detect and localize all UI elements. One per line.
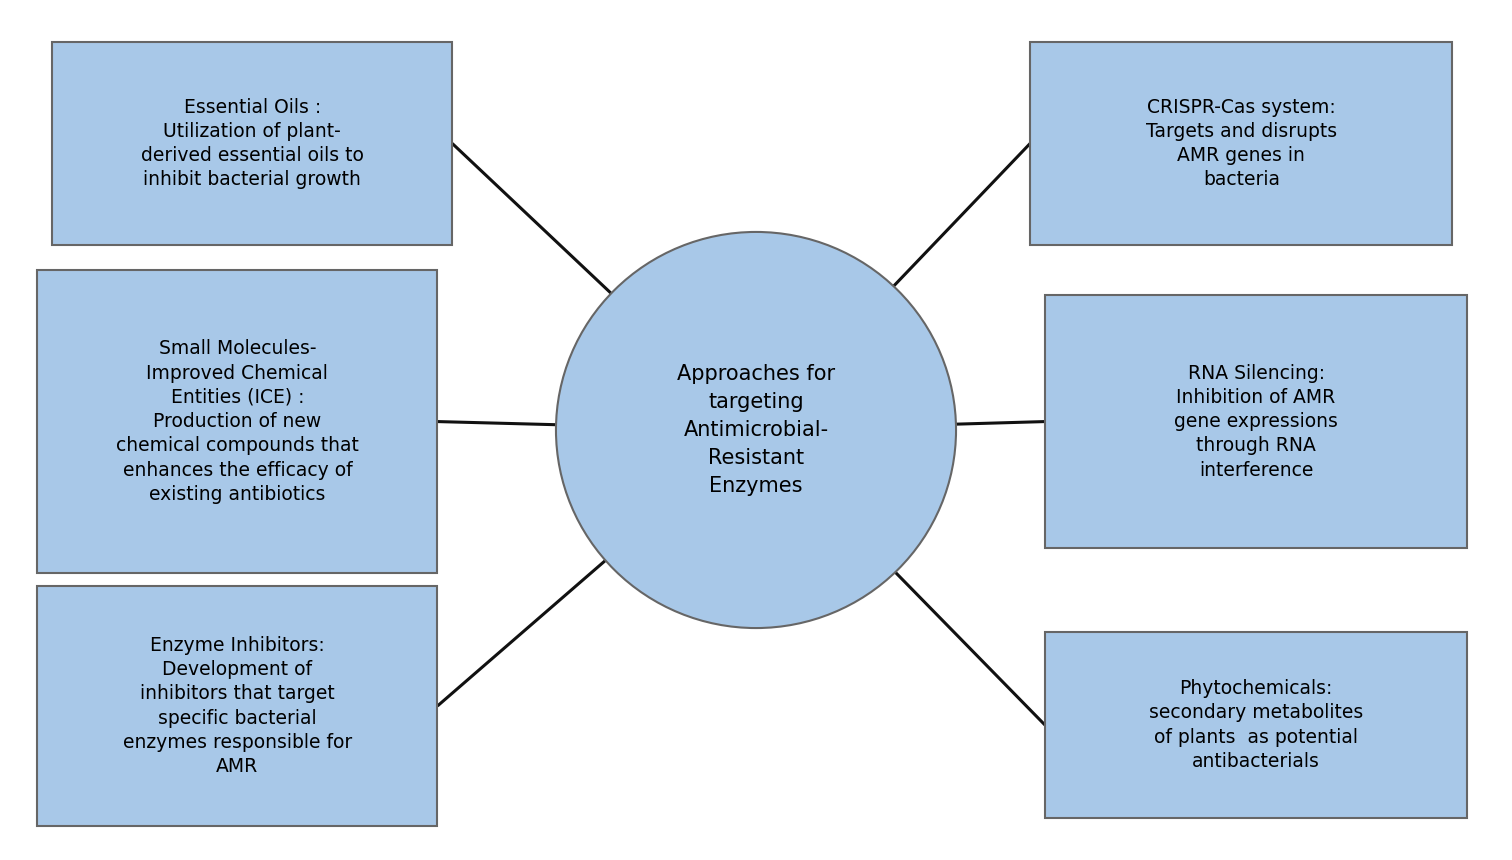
- FancyBboxPatch shape: [38, 270, 437, 574]
- Text: Enzyme Inhibitors:
Development of
inhibitors that target
specific bacterial
enzy: Enzyme Inhibitors: Development of inhibi…: [122, 636, 352, 776]
- Text: RNA Silencing:
Inhibition of AMR
gene expressions
through RNA
interference: RNA Silencing: Inhibition of AMR gene ex…: [1175, 364, 1338, 480]
- Text: Approaches for
targeting
Antimicrobial-
Resistant
Enzymes: Approaches for targeting Antimicrobial- …: [677, 364, 835, 496]
- Text: CRISPR-Cas system:
Targets and disrupts
AMR genes in
bacteria: CRISPR-Cas system: Targets and disrupts …: [1146, 97, 1337, 189]
- Text: Small Molecules-
Improved Chemical
Entities (ICE) :
Production of new
chemical c: Small Molecules- Improved Chemical Entit…: [116, 340, 358, 504]
- FancyBboxPatch shape: [51, 42, 452, 244]
- Text: Phytochemicals:
secondary metabolites
of plants  as potential
antibacterials: Phytochemicals: secondary metabolites of…: [1149, 679, 1364, 771]
- Text: Essential Oils :
Utilization of plant-
derived essential oils to
inhibit bacteri: Essential Oils : Utilization of plant- d…: [141, 97, 364, 189]
- Ellipse shape: [556, 232, 956, 628]
- FancyBboxPatch shape: [38, 586, 437, 826]
- FancyBboxPatch shape: [1045, 632, 1467, 818]
- FancyBboxPatch shape: [1030, 42, 1453, 244]
- FancyBboxPatch shape: [1045, 295, 1467, 548]
